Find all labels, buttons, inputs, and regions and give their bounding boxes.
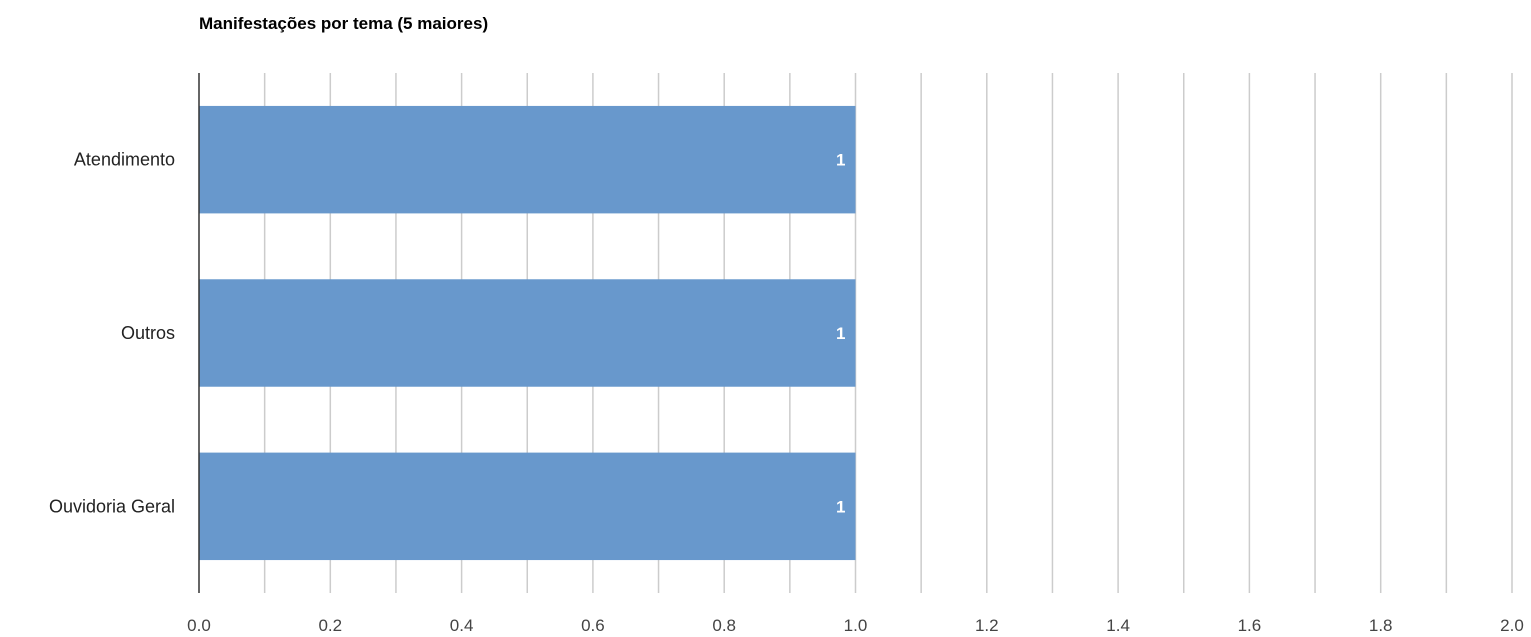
category-label: Atendimento: [74, 150, 175, 170]
category-label: Ouvidoria Geral: [49, 496, 175, 516]
x-tick-label: 1.2: [975, 616, 999, 635]
bars: [199, 105, 856, 561]
bar-data-label: 1: [836, 497, 845, 516]
bar: [199, 279, 856, 387]
chart-title: Manifestações por tema (5 maiores): [199, 14, 489, 33]
x-tick-label: 1.6: [1238, 616, 1262, 635]
category-label: Outros: [121, 323, 175, 343]
x-axis-tick-labels: 0.0 0.2 0.4 0.6 0.8 1.0 1.2 1.4 1.6 1.8 2.0: [187, 616, 1524, 635]
x-tick-label: 1.8: [1369, 616, 1393, 635]
bar-data-label: 1: [836, 324, 845, 343]
x-tick-label: 0.4: [450, 616, 474, 635]
data-labels: 1 1 1: [836, 151, 845, 517]
x-tick-label: 0.8: [712, 616, 736, 635]
x-tick-label: 0.2: [318, 616, 342, 635]
x-tick-label: 0.6: [581, 616, 605, 635]
x-tick-label: 1.0: [844, 616, 868, 635]
bar-data-label: 1: [836, 151, 845, 170]
category-labels: Atendimento Outros Ouvidoria Geral: [49, 150, 175, 517]
bar: [199, 105, 856, 214]
x-tick-label: 0.0: [187, 616, 211, 635]
x-tick-label: 2.0: [1500, 616, 1524, 635]
x-tick-label: 1.4: [1106, 616, 1130, 635]
bar: [199, 452, 856, 561]
